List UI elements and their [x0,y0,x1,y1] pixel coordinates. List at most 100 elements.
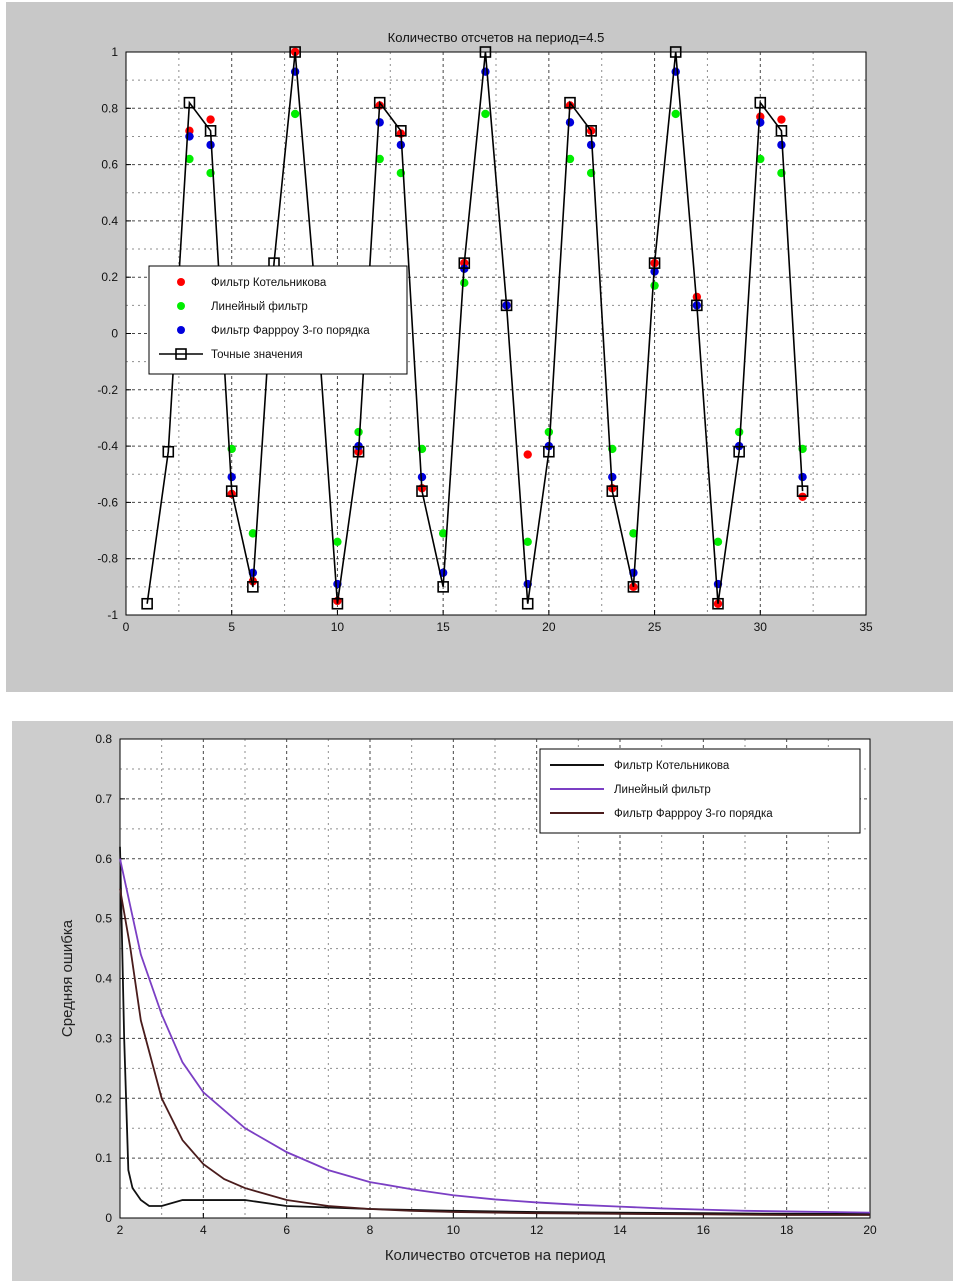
chart-mean-error: 2 4 6 8 10 12 14 16 18 20 0.8 0.7 0.6 0.5 0.4 0.3 0.2 0.1… [59,732,877,1264]
chart1-series-линейный-фильтр-point [333,537,342,547]
chart1-series-линейный-фильтр-point [185,154,194,164]
chart1-x-tick-label: 35 [859,620,873,634]
chart1-legend: Фильтр Котельникова Линейный фильтр Фильтр… [148,265,408,375]
chart2-y-tick-label: 0.6 [95,852,112,866]
chart1-x-tick-label: 25 [648,620,662,634]
chart1-series-точные-значения-point [162,445,175,458]
chart2-x-tick-label: 4 [200,1223,207,1237]
chart1-series-точные-значения-point [775,125,788,137]
chart1-series-точные-значения-point [416,485,428,497]
chart1-series-точные-значения-point [247,581,259,593]
chart1-series-точные-значения-point [289,46,301,58]
chart1-series-фильтр-фаррроу-3-го-порядка-point [417,472,427,482]
chart1-y-tick-label: -0.8 [97,552,118,566]
chart1-series-линейный-фильтр-point [290,109,300,119]
chart2-x-axis-label: Количество отсчетов на период [385,1247,606,1264]
chart1-x-tick-label: 5 [228,620,235,634]
chart1-series-точные-значения-point [395,125,407,137]
chart1-series-линейный-фильтр-point [671,109,680,119]
chart1-y-tick-label: 0 [111,327,118,341]
chart1-series-линейный-фильтр-point [438,529,448,538]
chart1-legend-entry-фильтр-фаррроу-3-го-порядка-swatch [177,326,185,334]
chart1-series-точные-значения-point [331,597,344,610]
chart1-series-фильтр-фаррроу-3-го-порядка-point [565,118,575,127]
chart1-x-tick-label: 15 [436,620,450,634]
chart1-series-точные-значения-point [141,597,153,610]
chart2-y-tick-label: 0.7 [95,792,112,806]
chart2-legend-entry-линейный-фильтр-label: Линейный фильтр [614,784,711,796]
chart1-y-tick-label: 0.4 [101,214,118,228]
chart1-series-точные-значения-point [627,581,640,593]
chart1-y-tick-label: 0.2 [101,270,118,284]
chart2-y-tick-label: 0 [105,1211,112,1225]
chart1-series-фильтр-фаррроу-3-го-порядка-point [206,140,215,150]
chart1-series-точные-значения-point [564,96,576,109]
chart2-series-линейный-фильтр [119,858,871,1214]
chart2-x-tick-label: 2 [117,1223,124,1237]
chart1-series-точные-значения-point [796,485,809,497]
chart1-x-tick-label: 20 [542,620,556,634]
chart1-y-tick-label: 1 [111,45,118,59]
chart1-title: Количество отсчетов на период=4.5 [388,30,605,45]
chart1-series-фильтр-фаррроу-3-го-порядка-point [586,140,596,150]
chart1-series-фильтр-котельникова-point [523,450,532,459]
chart1-y-tick-label: 0.8 [101,101,118,115]
chart1-legend-entry-фильтр-котельникова-swatch [177,278,185,286]
chart1-y-tick-label: -1 [107,608,118,622]
chart1-series-линейный-фильтр-point [734,427,744,437]
chart2-series-фильтр-котельникова-line [119,846,870,1215]
chart1-series-линейный-фильтр-point [756,154,765,164]
chart1-series-точные-значения-point [521,597,534,610]
chart2-x-tick-label: 8 [367,1223,374,1237]
chart1-series-линейный-фильтр-point [375,154,384,164]
chart1-series-точные-значения [141,46,809,610]
chart1-series-точные-значения-point [458,257,471,269]
chart2-x-tick-label: 6 [283,1223,290,1237]
chart1-series-точные-значения-point [183,96,196,109]
chart1-series-фильтр-фаррроу-3-го-порядка-point [227,472,236,482]
chart1-series-точные-значения-point [437,581,449,593]
chart1-series-точные-значения-point [691,299,703,312]
figure-mean-error: 2 4 6 8 10 12 14 16 18 20 0.8 0.7 0.6 0.5 0.4 0.3 0.2 0.1… [12,721,953,1281]
chart1-series-точные-значения-point [606,485,619,497]
chart1-grid [126,52,866,615]
chart1-series-точные-значения-point [669,46,682,58]
chart1-series-точные-значения-point [733,445,745,458]
chart-sample-comparison: 0 5 10 15 20 25 30 35 1 0.8 0.6 0.4 0.2 0 -0.2 -0.4 -0.6… [97,30,873,634]
chart2-series-фильтр-фаррроу-3-го-порядка [119,888,870,1216]
chart2-y-tick-label: 0.3 [95,1031,112,1045]
chart1-series-линейный-фильтр-point [565,154,575,164]
chart1-series-линейный-фильтр-point [713,537,723,547]
chart2-y-tick-label: 0.4 [95,972,112,986]
chart2-series-фильтр-фаррроу-3-го-порядка-line [119,888,870,1216]
chart2-y-tick-label: 0.8 [95,732,112,746]
chart2-y-tick-label: 0.2 [95,1091,112,1105]
chart1-series-фильтр-фаррроу-3-го-порядка-point [777,140,786,150]
chart1-series-фильтр-фаррроу-3-го-порядка-point [396,140,406,150]
chart1-series-линейный-фильтр-point [248,529,258,538]
chart1-legend-entry-фильтр-котельникова-label: Фильтр Котельникова [211,277,327,289]
chart1-y-tick-label: -0.2 [97,383,118,397]
chart1-legend-entry-фильтр-фаррроу-3-го-порядка-label: Фильтр Фаррроу 3-го порядка [211,325,370,337]
chart1-series-точные-значения-line [146,51,804,604]
chart1-series-точные-значения-point [225,485,238,497]
chart1-series-фильтр-фаррроу-3-го-порядка-point [608,472,617,482]
chart2-legend: Фильтр Котельникова Линейный фильтр Фильтр… [539,748,861,834]
chart1-legend-entry-линейный-фильтр-swatch [177,302,185,310]
chart2-x-tick-label: 14 [613,1223,627,1237]
chart2-y-tick-label: 0.5 [95,912,112,926]
chart1-series-фильтр-котельникова-point [206,115,215,124]
chart2-legend-entry-фильтр-котельникова-label: Фильтр Котельникова [614,760,730,772]
chart2-x-tick-label: 12 [530,1223,544,1237]
chart1-series-линейный-фильтр-point [481,109,490,119]
chart2-x-tick-label: 16 [697,1223,711,1237]
chart1-series-линейный-фильтр-point [629,529,638,538]
chart1-legend-entry-точные-значения-swatch [175,348,187,360]
chart1-series-точные-значения-point [585,125,597,137]
chart2-legend-box [539,748,861,834]
chart1-series-точные-значения-point [352,445,365,458]
chart2-y-tick-label: 0.1 [95,1151,112,1165]
chart1-series-точные-значения-point [648,257,661,269]
chart1-x-tick-label: 10 [331,620,345,634]
chart1-legend-box [148,265,408,375]
